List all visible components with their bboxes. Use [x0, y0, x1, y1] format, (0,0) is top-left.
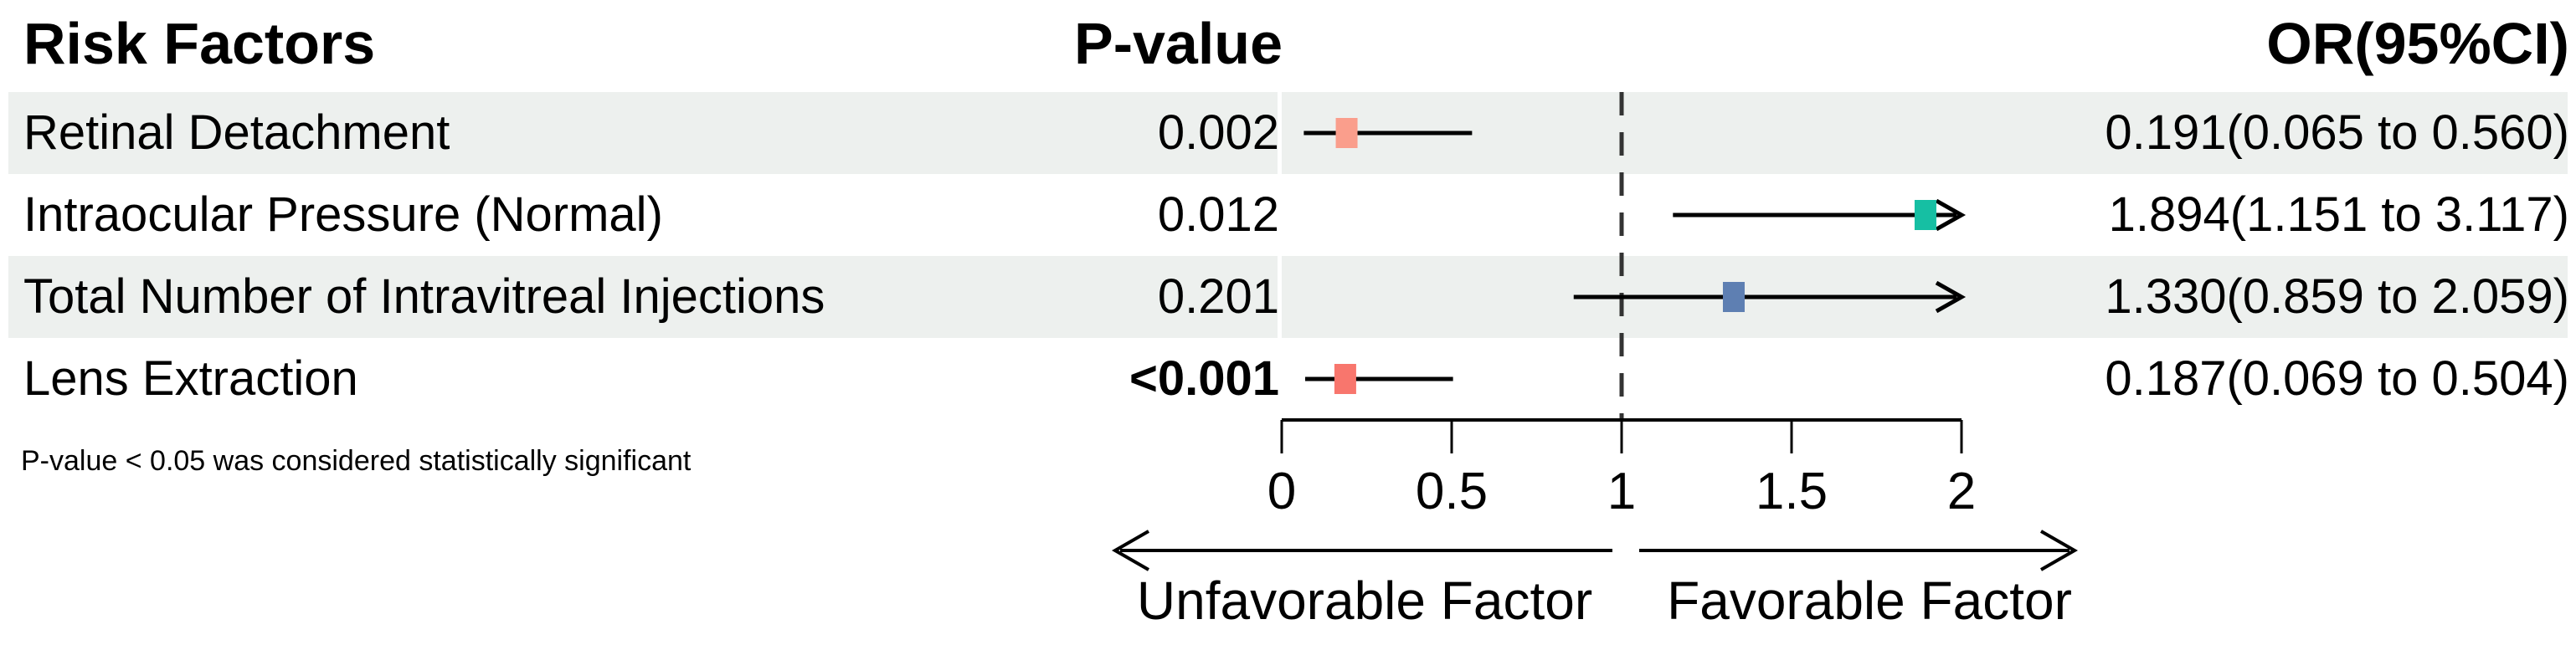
table-row: Lens Extraction <0.001 0.187(0.069 to 0.50…: [0, 338, 2576, 420]
table-row: Total Number of Intravitreal Injections 0…: [0, 256, 2576, 338]
column-header-p-value: P-value: [1074, 11, 1283, 76]
p-value: 0.012: [1157, 187, 1279, 242]
p-value: <0.001: [1129, 351, 1279, 406]
ci-clip-arrowhead: [1935, 280, 1967, 314]
x-axis-tick-label: 2: [1947, 463, 1976, 520]
or-ci-value: 1.330(0.859 to 2.059): [2105, 269, 2569, 324]
or-marker: [1722, 282, 1745, 312]
or-ci-value: 0.187(0.069 to 0.504): [2105, 351, 2569, 406]
column-header-risk-factors: Risk Factors: [23, 11, 376, 76]
footnote: P-value < 0.05 was considered statistica…: [21, 445, 692, 477]
risk-factor-label: Total Number of Intravitreal Injections: [23, 269, 825, 324]
x-axis-tick-label: 1: [1607, 463, 1636, 520]
table-row: Intraocular Pressure (Normal) 0.012 1.894(…: [0, 174, 2576, 256]
or-marker: [1914, 200, 1936, 230]
or-marker: [1335, 118, 1358, 148]
or-marker: [1334, 364, 1356, 394]
unfavorable-factor-label: Unfavorable Factor: [1136, 571, 1593, 631]
favorable-arrowhead: [2040, 530, 2079, 571]
p-value: 0.002: [1157, 105, 1279, 160]
x-axis-tick-label: 0: [1267, 463, 1296, 520]
unfavorable-arrowhead: [1111, 530, 1149, 571]
row-shading-band: [8, 256, 1278, 338]
row-shading-band: [1282, 92, 2568, 174]
x-axis-tick-label: 0.5: [1416, 463, 1488, 520]
p-value: 0.201: [1157, 269, 1279, 324]
ci-clip-arrowhead: [1935, 198, 1967, 232]
favorable-factor-label: Favorable Factor: [1667, 571, 2072, 631]
risk-factor-label: Intraocular Pressure (Normal): [23, 187, 663, 242]
column-header-or-ci: OR(95%CI): [2266, 11, 2569, 76]
or-ci-value: 0.191(0.065 to 0.560): [2105, 105, 2569, 160]
x-axis-tick-label: 1.5: [1756, 463, 1828, 520]
risk-factor-label: Retinal Detachment: [23, 105, 450, 160]
risk-factor-label: Lens Extraction: [23, 351, 358, 406]
table-row: Retinal Detachment 0.002 0.191(0.065 to 0.…: [0, 92, 2576, 174]
or-ci-value: 1.894(1.151 to 3.117): [2108, 187, 2569, 242]
row-shading-band: [8, 92, 1278, 174]
